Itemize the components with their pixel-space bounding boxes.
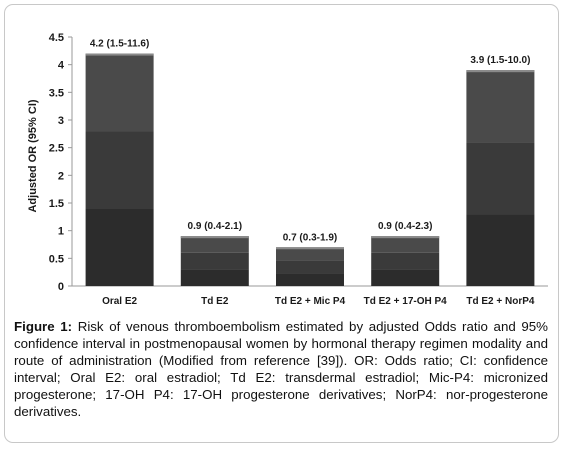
bar-segment [371,236,440,253]
bar [371,236,440,286]
chart-bars [85,53,535,286]
x-tick-label: Td E2 + 17-OH P4 [364,296,448,307]
figure-caption: Figure 1: Risk of venous thromboembolism… [14,318,548,420]
y-axis-title: Adjusted OR (95% CI) [27,99,39,212]
bar-segment [180,236,249,253]
y-tick-label: 4 [58,60,65,72]
bar-segment [371,269,440,286]
y-tick-label: 3.5 [49,87,64,99]
bar-segment [276,260,344,274]
data-label: 0.9 (0.4-2.3) [378,221,432,232]
bar-segment [180,269,249,286]
y-tick-label: 4.5 [49,32,64,44]
x-tick-label: Oral E2 [102,296,137,307]
y-tick-label: 2.5 [49,143,64,155]
bar-segment [276,273,344,286]
y-tick-label: 1 [58,226,64,238]
bar-segment [85,131,154,209]
x-tick-label: Td E2 + Mic P4 [275,296,346,307]
bar-segment [85,53,154,132]
data-label: 4.2 (1.5-11.6) [90,39,149,50]
data-label: 3.9 (1.5-10.0) [470,55,530,66]
chart-labels: 4.2 (1.5-11.6) Oral E2 0.9 (0.4-2.1) Td E2 0… [90,39,535,307]
bar-top-highlight [371,236,440,239]
bar-segment [276,247,344,261]
bar-segment [85,208,154,286]
bar-top-highlight [85,53,154,56]
bar-top-highlight [276,247,344,250]
bar [276,247,344,286]
y-tick-label: 0.5 [49,253,64,265]
caption-label: Figure 1: [14,319,73,334]
bar-segment [466,142,535,215]
bar-chart: 0 0.5 1 1.5 2 2.5 3 3.5 4 4.5 4.2 (1.5-11.6) Oral … [27,32,548,307]
bar [180,236,249,286]
x-tick-label: Td E2 + NorP4 [466,296,535,307]
y-tick-label: 2 [58,170,64,182]
bar-segment [466,214,535,286]
bar-segment [371,252,440,270]
bar [466,70,535,286]
bar-top-highlight [180,236,249,239]
bar-top-highlight [466,70,535,73]
data-label: 0.9 (0.4-2.1) [188,221,242,232]
x-tick-label: Td E2 [201,296,229,307]
bar [85,53,154,286]
y-tick-label: 3 [58,115,64,127]
caption-text: Risk of venous thromboembolism estimated… [14,319,548,419]
y-tick-label: 0 [58,281,64,293]
data-label: 0.7 (0.3-1.9) [283,232,337,243]
y-tick-label: 1.5 [49,198,64,210]
bar-segment [466,70,535,143]
bar-segment [180,252,249,270]
